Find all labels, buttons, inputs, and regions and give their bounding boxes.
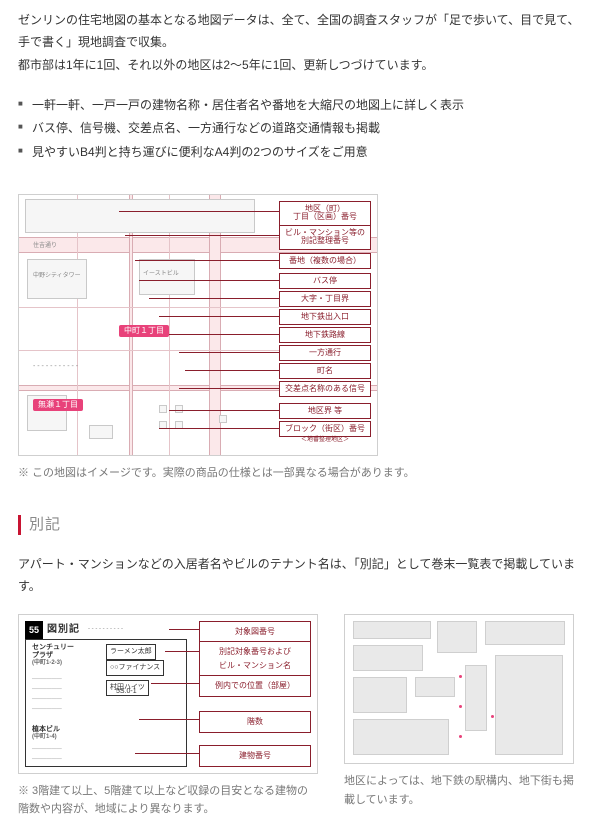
map-callout: 町名 [279,363,371,380]
bldg-label: 中野シティタワー [33,273,81,280]
legend-callout: 建物番号 [199,745,311,767]
map-callout: 地下鉄出入口 [279,309,371,326]
sample-map-image: 住吉通り イーストビル 中野シティタワー - - - - - - - - - -… [18,194,378,456]
map-callout: ビル・マンション等の別記整理番号 [279,225,371,251]
intro-block: ゼンリンの住宅地図の基本となる地図データは、全て、全国の調査スタッフが「足で歩い… [18,10,583,77]
legend-header: 55 図別記 - - - - - - - - - - [25,621,123,639]
two-column-row: 55 図別記 - - - - - - - - - - センチュリープラザ (中町… [18,614,583,819]
area-label: 無瀬１丁目 [33,399,83,411]
feature-list: 一軒一軒、一戸一戸の建物名称・居住者名や番地を大縮尺の地図上に詳しく表示 バス停… [18,95,583,164]
feature-item: 見やすいB4判と持ち運びに便利なA4判の2つのサイズをご用意 [18,142,583,164]
map-callout: 地下鉄路線 [279,327,371,344]
legend-box: 村田ハイツ [106,680,149,697]
section-heading: 別記 [18,511,583,538]
underground-map-note: 地区によっては、地下鉄の駅構内、地下街も掲載しています。 [344,772,583,812]
map-callout: 交差点名称のある信号 [279,381,371,398]
map-callout: 一方通行 [279,345,371,362]
sample-map-block: 住吉通り イーストビル 中野シティタワー - - - - - - - - - -… [18,194,583,484]
legend-callout: 例内での位置（部屋） [199,675,311,697]
map-callout: 地区界 等 [279,403,371,420]
legend-box: ラーメン太郎 [106,644,156,661]
intro-line-2: 都市部は1年に1回、それ以外の地区は2〜5年に1回、更新しつづけています。 [18,55,583,77]
feature-item: 一軒一軒、一戸一戸の建物名称・居住者名や番地を大縮尺の地図上に詳しく表示 [18,95,583,117]
bldg-label: イーストビル [143,271,179,278]
underground-map-image [344,614,574,764]
legend-callout: 別記対象番号およびビル・マンション名 [199,641,311,678]
map-callout: バス停 [279,273,371,290]
legend-callout: 階数 [199,711,311,733]
legend-item: 植本ビル (中町1-4) [32,726,60,742]
map-callout: 大字・丁目界 [279,291,371,308]
map-callout: 番地（複数の場合） [279,253,371,270]
legend-note: ※ 3階建て以上、5階建て以上など収録の目安となる建物の階数や内容が、地域により… [18,782,318,819]
intro-line-1: ゼンリンの住宅地図の基本となる地図データは、全て、全国の調査スタッフが「足で歩い… [18,10,583,53]
feature-item: バス停、信号機、交差点名、一方通行などの道路交通情報も掲載 [18,118,583,140]
heading-title: 別記 [29,511,61,538]
legend-image: 55 図別記 - - - - - - - - - - センチュリープラザ (中町… [18,614,318,774]
heading-accent-bar [18,515,21,535]
section-intro: アパート・マンションなどの入居者名やビルのテナント名は、「別記」として巻末一覧表… [18,554,583,597]
map-callout: 地区（町）丁目（区画）番号 [279,201,371,227]
map-callout: ブロック（街区）番号 ＜地番整理地区＞ [279,421,371,444]
map-disclaimer: ※ この地図はイメージです。実際の商品の仕様とは一部異なる場合があります。 [18,464,583,484]
legend-item: センチュリープラザ (中町1-2-3) [32,644,74,668]
road-label: 住吉通り [33,243,57,250]
legend-box: ○○ファイナンス [106,660,164,677]
area-label: 中町１丁目 [119,325,169,337]
